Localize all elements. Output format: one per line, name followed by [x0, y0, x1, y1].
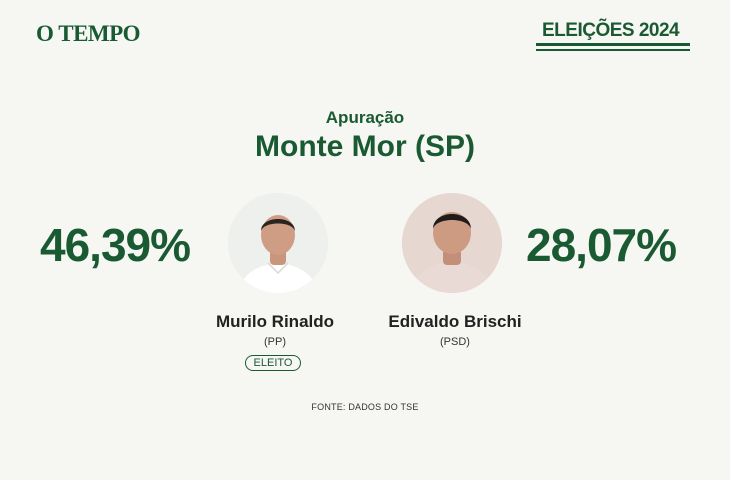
candidate-2-party: (PSD)	[440, 336, 470, 348]
data-source: FONTE: DADOS DO TSE	[311, 402, 419, 412]
page-title: Monte Mor (SP)	[255, 130, 475, 163]
candidate-1-party: (PP)	[264, 336, 286, 348]
candidate-2-percent: 28,07%	[526, 219, 677, 271]
o-tempo-logo: O TEMPO	[36, 21, 141, 46]
candidate-2-name: Edivaldo Brischi	[388, 312, 522, 331]
candidate-1-percent: 46,39%	[40, 219, 191, 271]
badge-underline	[536, 43, 690, 46]
candidate-2-photo	[402, 193, 502, 293]
elected-badge: ELEITO	[245, 355, 301, 371]
candidate-1-photo	[228, 193, 328, 293]
elections-2024-badge: ELEIÇÕES 2024	[536, 18, 690, 54]
badge-label: ELEIÇÕES 2024	[542, 20, 680, 41]
candidate-1-name: Murilo Rinaldo	[215, 312, 335, 331]
badge-underline-2	[536, 49, 690, 51]
person-portrait-icon	[228, 193, 328, 293]
page-subtitle: Apuração	[325, 108, 405, 127]
person-portrait-icon	[402, 193, 502, 293]
